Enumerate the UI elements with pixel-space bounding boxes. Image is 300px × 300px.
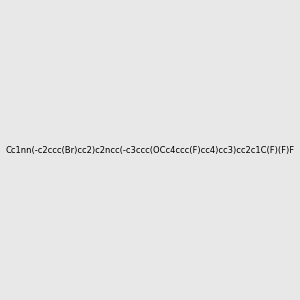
Text: Cc1nn(-c2ccc(Br)cc2)c2ncc(-c3ccc(OCc4ccc(F)cc4)cc3)cc2c1C(F)(F)F: Cc1nn(-c2ccc(Br)cc2)c2ncc(-c3ccc(OCc4ccc… (5, 146, 295, 154)
